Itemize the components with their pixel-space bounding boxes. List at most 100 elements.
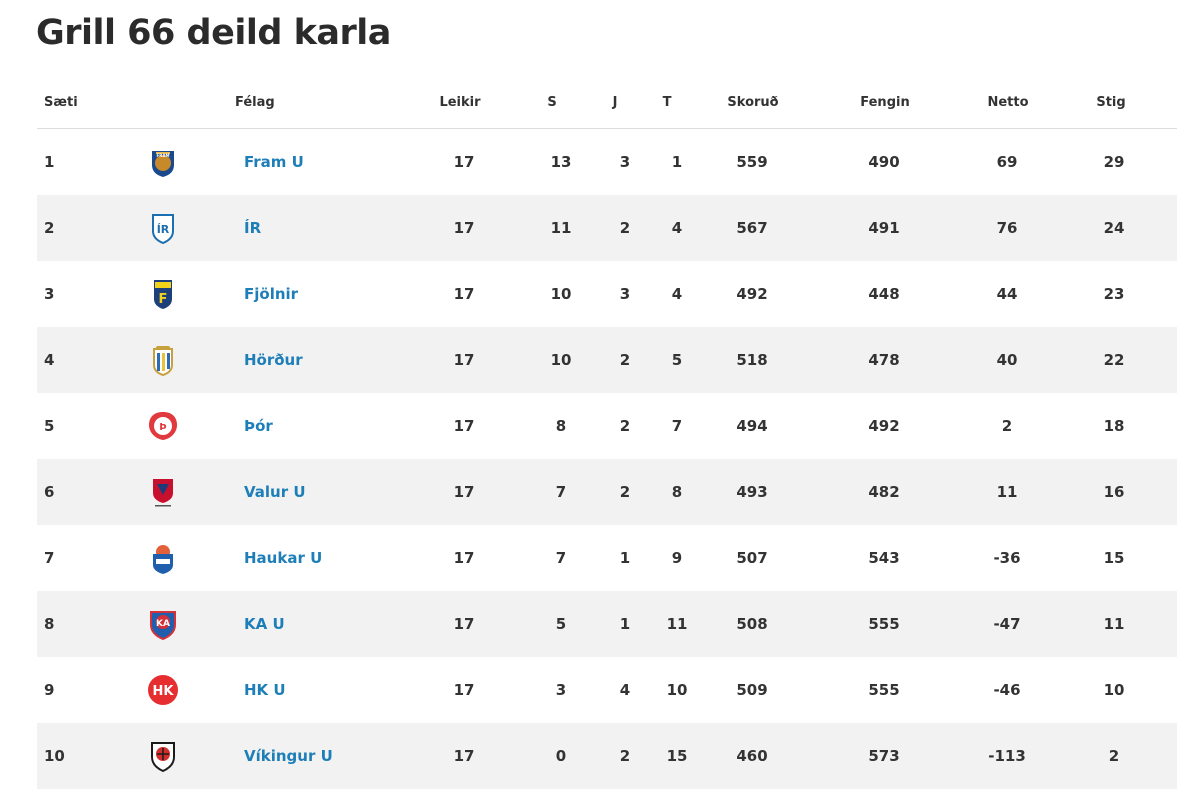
haukar-crest-icon [146,541,180,575]
scored-cell: 508 [736,615,768,633]
team-logo[interactable]: FRAM [145,129,181,195]
header-lost[interactable]: T [662,94,672,110]
position-cell: 2 [44,219,55,237]
lost-cell: 9 [671,549,683,567]
team-link[interactable]: KA U [244,615,285,633]
points-cell: 24 [1103,219,1125,237]
table-body: 1 FRAM Fram U 17 13 3 1 559 490 69 29 2 ÍR ÍR 17 11 2 4 56… [37,129,1177,789]
won-cell: 10 [550,285,572,303]
team-logo[interactable]: ÍR [145,195,181,261]
header-won[interactable]: S [547,94,557,110]
won-cell: 3 [555,681,567,699]
header-played[interactable]: Leikir [439,94,481,110]
position-cell: 9 [44,681,55,699]
thor-crest-icon: Þ [146,409,180,443]
header-position[interactable]: Sæti [44,94,78,110]
team-link[interactable]: Hörður [244,351,303,369]
drawn-cell: 2 [619,483,631,501]
scored-cell: 518 [736,351,768,369]
points-cell: 11 [1103,615,1125,633]
ir-crest-icon: ÍR [146,211,180,245]
svg-text:Þ: Þ [159,422,166,433]
won-cell: 7 [555,549,567,567]
net-cell: 44 [996,285,1018,303]
net-cell: 2 [1001,417,1013,435]
header-conceded[interactable]: Fengin [860,94,910,110]
page-title: Grill 66 deild karla [36,13,391,53]
valur-crest-icon [146,475,180,509]
team-cell: Fram U [244,129,304,195]
drawn-cell: 3 [619,153,631,171]
drawn-cell: 1 [619,549,631,567]
header-net[interactable]: Netto [987,94,1029,110]
drawn-cell: 2 [619,351,631,369]
conceded-cell: 448 [868,285,900,303]
conceded-cell: 478 [868,351,900,369]
header-team[interactable]: Félag [235,94,275,110]
played-cell: 17 [453,153,475,171]
net-cell: 40 [996,351,1018,369]
table-row: 5 Þ Þór 17 8 2 7 494 492 2 18 [37,393,1177,459]
scored-cell: 559 [736,153,768,171]
table-row: 6 Valur U 17 7 2 8 493 482 11 16 [37,459,1177,525]
conceded-cell: 555 [868,615,900,633]
team-link[interactable]: Valur U [244,483,306,501]
header-scored[interactable]: Skoruð [727,94,779,110]
net-cell: -36 [993,549,1021,567]
position-cell: 7 [44,549,55,567]
svg-text:F: F [159,292,168,307]
table-row: 4 Hörður 17 10 2 5 518 478 40 22 [37,327,1177,393]
svg-text:ÍR: ÍR [157,223,170,236]
won-cell: 0 [555,747,567,765]
played-cell: 17 [453,681,475,699]
drawn-cell: 2 [619,219,631,237]
team-cell: ÍR [244,195,261,261]
played-cell: 17 [453,747,475,765]
team-logo[interactable]: HK [145,657,181,723]
header-drawn[interactable]: J [612,94,618,110]
scored-cell: 460 [736,747,768,765]
played-cell: 17 [453,417,475,435]
team-logo[interactable] [145,327,181,393]
team-cell: Þór [244,393,273,459]
points-cell: 22 [1103,351,1125,369]
team-logo[interactable] [145,525,181,591]
header-points[interactable]: Stig [1096,94,1126,110]
team-link[interactable]: HK U [244,681,286,699]
team-link[interactable]: Haukar U [244,549,323,567]
conceded-cell: 492 [868,417,900,435]
points-cell: 10 [1103,681,1125,699]
position-cell: 1 [44,153,55,171]
table-row: 7 Haukar U 17 7 1 9 507 543 -36 15 [37,525,1177,591]
won-cell: 7 [555,483,567,501]
drawn-cell: 4 [619,681,631,699]
team-logo[interactable]: F [145,261,181,327]
team-logo[interactable]: Þ [145,393,181,459]
lost-cell: 7 [671,417,683,435]
ka-crest-icon: KA [146,607,180,641]
won-cell: 10 [550,351,572,369]
team-cell: Víkingur U [244,723,333,789]
lost-cell: 10 [666,681,688,699]
conceded-cell: 555 [868,681,900,699]
team-link[interactable]: Þór [244,417,273,435]
team-link[interactable]: Víkingur U [244,747,333,765]
team-logo[interactable] [145,723,181,789]
svg-text:KA: KA [156,619,170,629]
team-link[interactable]: Fram U [244,153,304,171]
drawn-cell: 2 [619,417,631,435]
team-link[interactable]: ÍR [244,219,262,237]
net-cell: -113 [988,747,1026,765]
won-cell: 8 [555,417,567,435]
net-cell: 11 [996,483,1018,501]
table-row: 3 F Fjölnir 17 10 3 4 492 448 44 23 [37,261,1177,327]
played-cell: 17 [453,483,475,501]
team-link[interactable]: Fjölnir [244,285,299,303]
team-cell: KA U [244,591,285,657]
team-logo[interactable]: KA [145,591,181,657]
drawn-cell: 1 [619,615,631,633]
table-row: 2 ÍR ÍR 17 11 2 4 567 491 76 24 [37,195,1177,261]
team-logo[interactable] [145,459,181,525]
position-cell: 8 [44,615,55,633]
